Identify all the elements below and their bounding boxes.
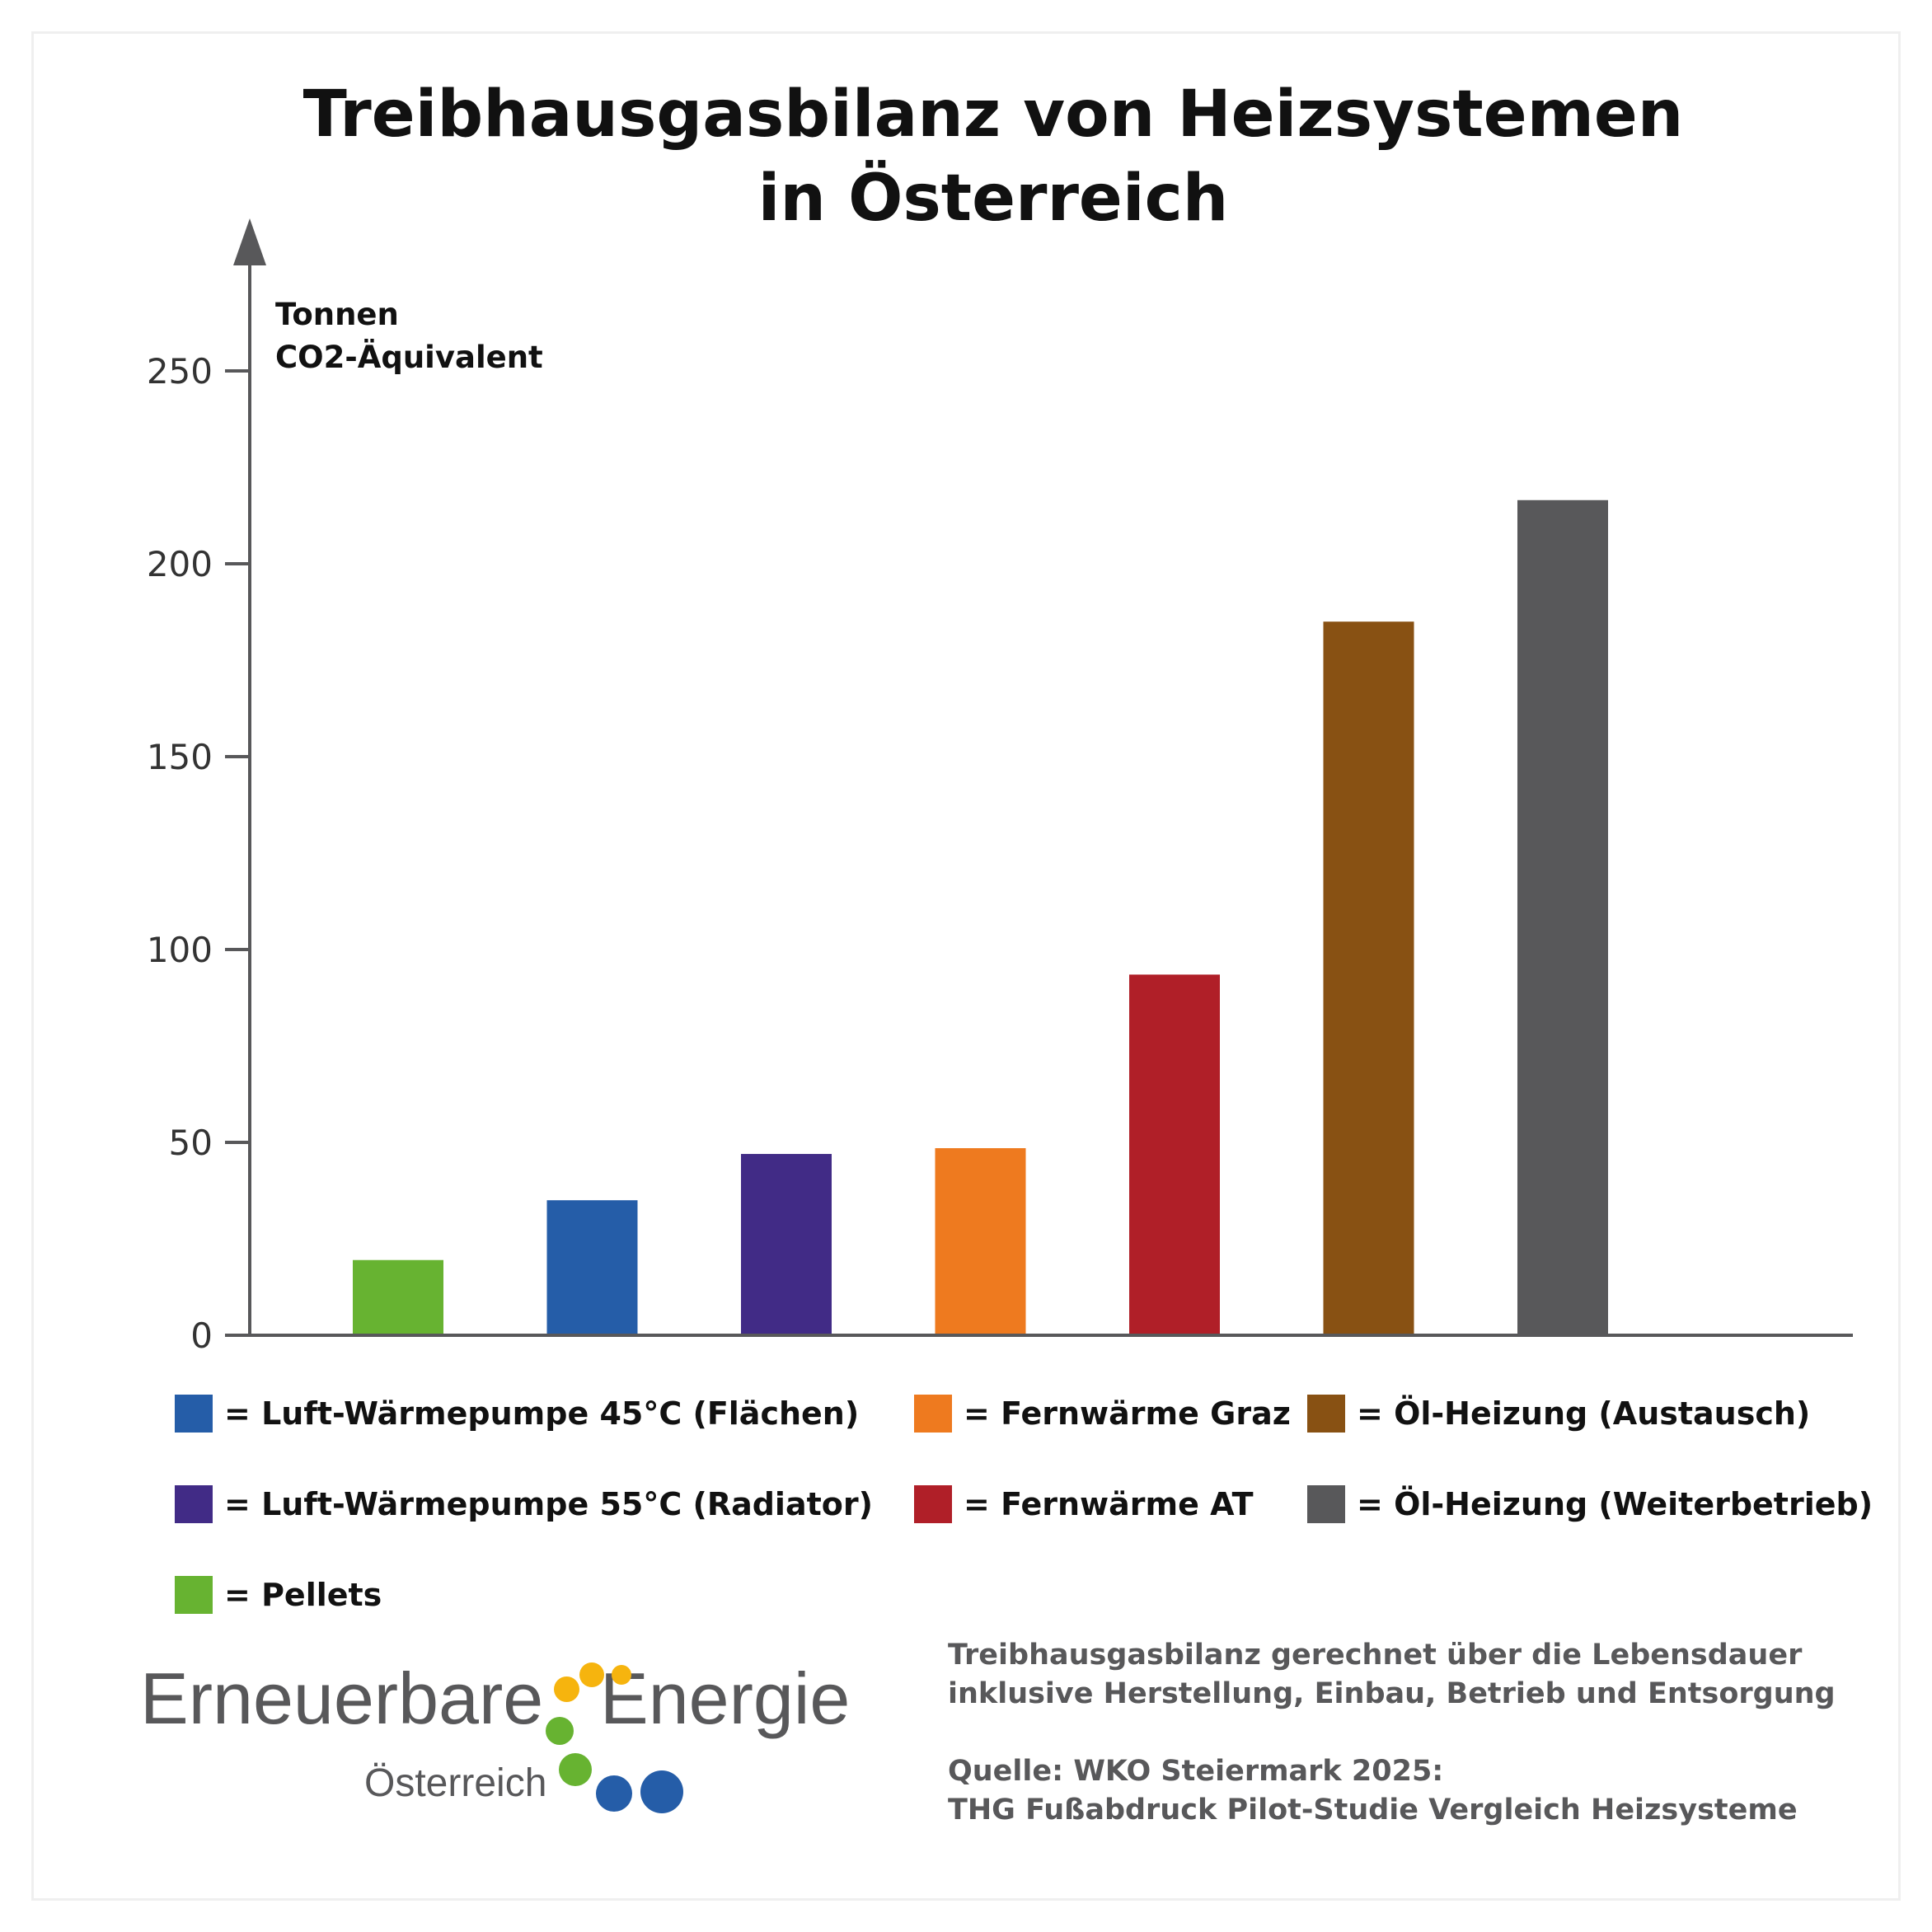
legend-label: = Fernwärme Graz	[964, 1395, 1291, 1432]
logo-dot-green	[546, 1717, 574, 1745]
y-tick-label: 200	[147, 544, 213, 584]
y-axis-label-line-1: Tonnen	[275, 297, 399, 332]
legend-label: = Pellets	[224, 1577, 382, 1613]
legend-label: = Öl-Heizung (Weiterbetrieb)	[1357, 1486, 1873, 1522]
source-line-1: Quelle: WKO Steiermark 2025:	[948, 1755, 1444, 1788]
bar-3	[741, 1154, 832, 1335]
legend-item-luft-wp-55: = Luft-Wärmepumpe 55°C (Radiator)	[175, 1484, 873, 1525]
bar-4	[935, 1148, 1026, 1335]
legend-swatch	[1307, 1395, 1345, 1433]
footnote: Treibhausgasbilanz gerechnet über die Le…	[948, 1636, 1836, 1830]
bar-2	[546, 1200, 638, 1335]
bar-6	[1323, 621, 1414, 1335]
legend-label: = Öl-Heizung (Austausch)	[1357, 1395, 1811, 1432]
logo-dot-yellow	[554, 1676, 579, 1702]
legend-swatch	[1307, 1485, 1345, 1523]
legend-item-oel-weiterbetrieb: = Öl-Heizung (Weiterbetrieb)	[1307, 1484, 1873, 1525]
legend-label: = Luft-Wärmepumpe 55°C (Radiator)	[224, 1486, 873, 1522]
legend-swatch	[914, 1485, 952, 1523]
chart-title-line-2: in Österreich	[757, 162, 1229, 236]
y-axis-label-line-2: CO2-Äquivalent	[275, 340, 543, 375]
legend-swatch	[914, 1395, 952, 1433]
legend-swatch	[175, 1395, 213, 1433]
legend-swatch	[175, 1485, 213, 1523]
chart-title: Treibhausgasbilanz von Heizsystemen in Ö…	[0, 73, 1932, 241]
legend-label: = Fernwärme AT	[964, 1486, 1254, 1522]
y-axis-label: Tonnen CO2-Äquivalent	[275, 293, 543, 379]
logo-dot-green	[559, 1753, 592, 1786]
logo-word-energie: Energie	[600, 1658, 851, 1739]
logo-word-erneuerbare: Erneuerbare	[140, 1658, 544, 1739]
y-tick-label: 100	[147, 930, 213, 970]
logo-dot-yellow	[612, 1665, 631, 1685]
y-tick-label: 0	[190, 1315, 213, 1356]
source-line-2: THG Fußabdruck Pilot-Studie Vergleich He…	[948, 1794, 1798, 1826]
y-axis-arrow-icon	[233, 218, 266, 265]
legend-item-fernwaerme-at: = Fernwärme AT	[914, 1484, 1254, 1525]
logo-dot-blue	[596, 1775, 632, 1812]
y-tick-label: 150	[147, 737, 213, 777]
y-tick-label: 50	[169, 1123, 213, 1163]
logo-dot-yellow	[579, 1662, 604, 1687]
bar-5	[1129, 974, 1220, 1335]
legend-item-fernwaerme-graz: = Fernwärme Graz	[914, 1393, 1291, 1434]
legend-label: = Luft-Wärmepumpe 45°C (Flächen)	[224, 1395, 860, 1432]
logo-word-oesterreich: Österreich	[364, 1761, 547, 1805]
footnote-line-1: Treibhausgasbilanz gerechnet über die Le…	[948, 1639, 1803, 1672]
image-frame	[31, 31, 1901, 1901]
y-tick-label: 250	[147, 351, 213, 392]
bar-1	[353, 1259, 443, 1335]
logo-dot-blue	[640, 1770, 683, 1813]
legend-item-pellets: = Pellets	[175, 1574, 382, 1615]
logo-erneuerbare-energie-oesterreich: Erneuerbare Energie Österreich	[140, 1657, 882, 1822]
legend-swatch	[175, 1576, 213, 1614]
legend-item-luft-wp-45: = Luft-Wärmepumpe 45°C (Flächen)	[175, 1393, 859, 1434]
bar-7	[1517, 499, 1608, 1335]
chart-title-line-1: Treibhausgasbilanz von Heizsystemen	[302, 77, 1684, 152]
legend-item-oel-austausch: = Öl-Heizung (Austausch)	[1307, 1393, 1810, 1434]
footnote-line-2: inklusive Herstellung, Einbau, Betrieb u…	[948, 1677, 1836, 1710]
